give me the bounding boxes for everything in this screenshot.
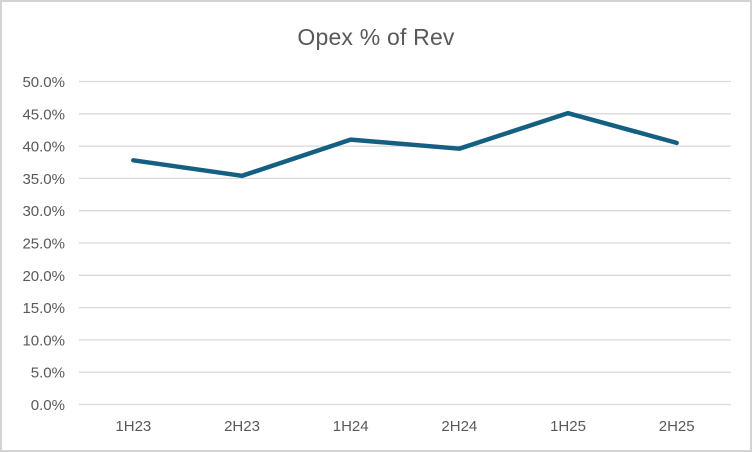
x-axis-category-label: 1H25: [550, 418, 586, 435]
y-axis-tick-label: 0.0%: [31, 397, 65, 414]
x-axis-category-label: 2H24: [441, 418, 477, 435]
y-axis-tick-label: 35.0%: [22, 171, 65, 188]
data-series-line: [131, 110, 679, 179]
x-axis-category-label: 2H25: [659, 418, 695, 435]
chart-title: Opex % of Rev: [297, 24, 455, 50]
y-axis-tick-label: 20.0%: [22, 268, 65, 285]
y-axis-tick-label: 15.0%: [22, 300, 65, 317]
y-axis-tick-label: 10.0%: [22, 332, 65, 349]
y-axis-tick-label: 50.0%: [22, 74, 65, 91]
y-axis-tick-label: 5.0%: [31, 365, 65, 382]
x-axis-category-label: 2H23: [224, 418, 260, 435]
y-axis-tick-label: 40.0%: [22, 139, 65, 156]
x-axis-category-label: 1H23: [115, 418, 151, 435]
y-axis-tick-label: 25.0%: [22, 236, 65, 253]
y-axis-tick-label: 30.0%: [22, 203, 65, 220]
y-axis-tick-label: 45.0%: [22, 106, 65, 123]
x-axis-category-label: 1H24: [333, 418, 369, 435]
